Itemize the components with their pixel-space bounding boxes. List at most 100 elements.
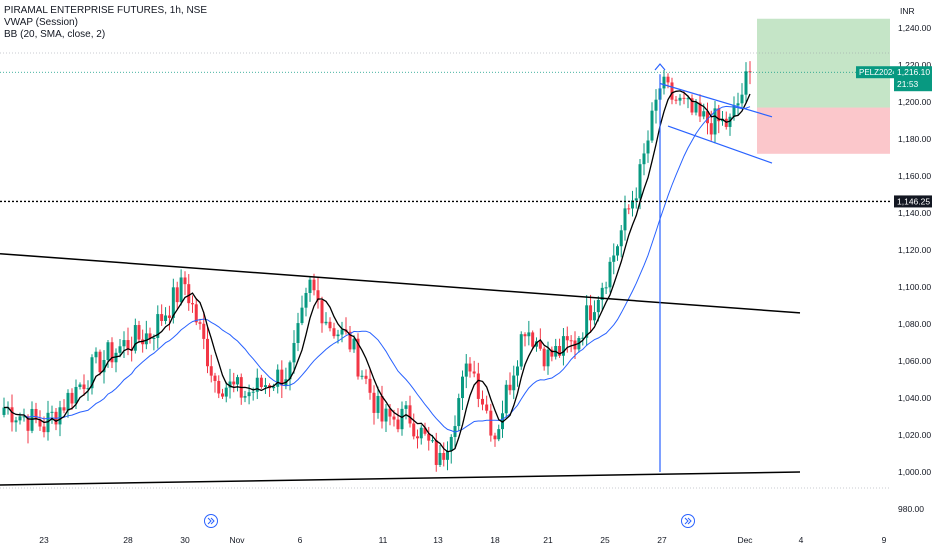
x-tick-label: 11 bbox=[379, 535, 388, 545]
candle-body bbox=[34, 408, 38, 420]
last-price-badge-value: 1,216.10 bbox=[897, 67, 930, 77]
candle-body bbox=[202, 323, 206, 339]
candle-body bbox=[160, 314, 164, 321]
candle-body bbox=[728, 116, 732, 127]
candle-body bbox=[392, 416, 396, 420]
session-break-icon-chevron bbox=[210, 517, 215, 525]
candle-body bbox=[404, 405, 408, 409]
y-tick-label: 1,200.00 bbox=[898, 97, 931, 107]
y-tick-label: 1,040.00 bbox=[898, 393, 931, 403]
candle-body bbox=[42, 426, 46, 433]
y-tick-label: 1,140.00 bbox=[898, 208, 931, 218]
candle-body bbox=[686, 98, 690, 100]
currency-label: INR bbox=[900, 6, 915, 16]
countdown-label: 21:53 bbox=[897, 79, 919, 89]
candle-body bbox=[255, 377, 259, 392]
candle-body bbox=[485, 404, 489, 411]
candle-body bbox=[631, 200, 634, 209]
candle-body bbox=[217, 380, 221, 394]
position-tool bbox=[757, 18, 890, 154]
candle-body bbox=[38, 419, 42, 427]
candle-body bbox=[194, 304, 198, 323]
candle-body bbox=[171, 287, 175, 318]
candle-body bbox=[86, 388, 90, 390]
candle-body bbox=[206, 338, 209, 367]
candle-body bbox=[585, 305, 589, 338]
candle-body bbox=[416, 436, 419, 439]
candle-body bbox=[408, 405, 412, 424]
candle-body bbox=[26, 416, 30, 431]
candle-body bbox=[512, 375, 516, 391]
candle-body bbox=[213, 375, 217, 381]
symbol-badge-label: PELZ2024 bbox=[859, 68, 897, 77]
candle-body bbox=[209, 366, 213, 376]
candle-body bbox=[380, 395, 384, 422]
candle-body bbox=[427, 433, 431, 441]
candle-body bbox=[332, 328, 336, 337]
candle-body bbox=[14, 420, 18, 423]
candle-body bbox=[272, 386, 276, 389]
candle-body bbox=[690, 98, 694, 113]
candle-body bbox=[296, 323, 300, 343]
candle-body bbox=[236, 377, 239, 385]
candle-body bbox=[90, 357, 94, 389]
x-tick-label: 23 bbox=[39, 535, 49, 545]
candle-body bbox=[400, 408, 404, 430]
candle-body bbox=[232, 381, 236, 385]
candle-body bbox=[461, 376, 464, 399]
candle-body bbox=[546, 349, 550, 367]
candle-body bbox=[464, 363, 468, 377]
candle-body bbox=[396, 419, 400, 430]
candle-body bbox=[364, 375, 368, 379]
candle-body bbox=[481, 398, 484, 405]
candle-body bbox=[527, 332, 531, 337]
candle-body bbox=[328, 321, 332, 329]
candle-body bbox=[376, 395, 380, 413]
candle-body bbox=[709, 123, 713, 135]
candle-body bbox=[22, 416, 26, 418]
candle-body bbox=[292, 342, 296, 363]
candle-body bbox=[423, 427, 427, 434]
indicator-bb-label[interactable]: BB (20, SMA, close, 2) bbox=[4, 29, 106, 40]
candle-body bbox=[78, 384, 82, 387]
x-tick-label: 13 bbox=[433, 535, 443, 545]
position-target-zone bbox=[757, 18, 890, 108]
candle-body bbox=[312, 279, 316, 291]
candle-body bbox=[58, 407, 62, 425]
drawings-layer bbox=[0, 52, 890, 489]
candle-body bbox=[348, 331, 352, 350]
x-tick-label: 6 bbox=[298, 535, 303, 545]
candle-body bbox=[243, 396, 247, 398]
candle-body bbox=[702, 111, 706, 117]
candle-body bbox=[183, 277, 187, 285]
candle-body bbox=[70, 392, 74, 404]
candle-body bbox=[550, 349, 554, 357]
symbol-badge-bg bbox=[856, 66, 894, 79]
candle-body bbox=[228, 381, 232, 388]
candle-body bbox=[642, 153, 646, 165]
candle-body bbox=[569, 340, 573, 342]
candle-body bbox=[263, 385, 267, 388]
candle-body bbox=[670, 82, 674, 100]
candle-body bbox=[732, 105, 736, 117]
indicator-vwap-label[interactable]: VWAP (Session) bbox=[4, 17, 78, 28]
x-tick-label: 30 bbox=[180, 535, 190, 545]
candle-body bbox=[148, 333, 152, 339]
trendline-lower bbox=[0, 471, 801, 486]
y-tick-label: 1,180.00 bbox=[898, 134, 931, 144]
session-break-icon-chevron bbox=[687, 517, 692, 525]
candle-body bbox=[412, 423, 416, 437]
candle-body bbox=[280, 369, 284, 386]
candle-body bbox=[592, 312, 596, 321]
level-badge-value: 1,146.25 bbox=[897, 196, 930, 206]
candle-body bbox=[516, 366, 519, 376]
candle-body bbox=[736, 103, 740, 106]
candle-body bbox=[46, 412, 50, 433]
last-price-badge-bg bbox=[894, 66, 932, 92]
candle-body bbox=[638, 164, 642, 199]
candle-body bbox=[368, 378, 372, 393]
candle-body bbox=[646, 140, 650, 154]
vwap-layer bbox=[3, 90, 751, 453]
